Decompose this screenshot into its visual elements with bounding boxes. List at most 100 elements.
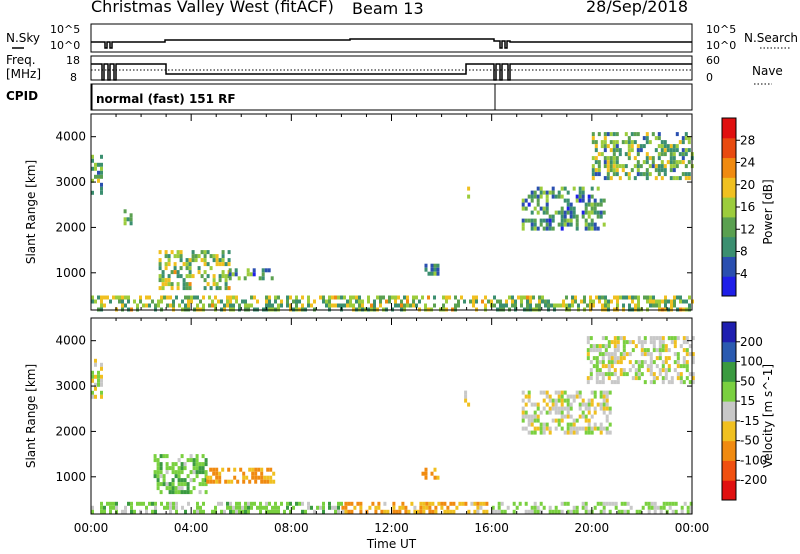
echo-cell [100,182,103,187]
echo-cell [572,214,576,219]
echo-cell [174,462,178,467]
echo-cell [527,394,531,399]
echo-cell [675,160,679,165]
echo-cell [153,458,157,463]
echo-cell [169,509,172,514]
echo-cell [684,172,688,177]
echo-cell [592,356,596,361]
echo-cell [645,132,649,137]
echo-cell [473,509,477,514]
echo-cell [675,132,679,137]
echo-cell [250,505,253,510]
echo-cell [436,475,440,480]
echo-cell [566,394,570,399]
echo-cell [151,501,154,506]
echo-cell [670,303,673,308]
echo-cell [597,160,601,165]
echo-cell [610,364,614,369]
echo-cell [613,352,617,357]
echo-cell [199,505,202,510]
echo-cell [500,509,504,514]
echo-cell [613,348,617,353]
echo-cell [645,140,649,145]
echo-cell [388,295,391,300]
echo-cell [681,152,685,157]
x-tick-label: 04:00 [174,521,209,535]
echo-cell [434,509,438,514]
echo-cell [100,162,103,167]
echo-cell [580,299,583,304]
echo-cell [583,295,586,300]
echo-cell [602,394,606,399]
echo-cell [145,303,148,308]
echo-cell [599,430,603,435]
echo-cell [609,176,613,181]
echo-cell [613,360,617,365]
echo-cell [612,172,616,177]
echo-cell [521,206,525,211]
echo-cell [627,152,631,157]
echo-cell [292,299,295,304]
echo-cell [655,348,659,353]
echo-cell [347,509,351,514]
echo-cell [169,295,172,300]
echo-cell [139,295,142,300]
echo-cell [337,505,340,510]
echo-cell [164,262,168,267]
echo-cell [527,202,531,207]
echo-cell [608,422,612,427]
echo-cell [520,295,523,300]
x-axis-label: Time UT [366,537,417,551]
echo-cell [239,467,243,472]
echo-cell [672,148,676,153]
echo-cell [642,172,646,177]
echo-cell [418,299,421,304]
echo-cell [176,254,180,259]
echo-cell [307,303,310,308]
echo-cell [600,144,604,149]
echo-cell [660,140,664,145]
echo-cell [646,299,649,304]
echo-cell [645,136,649,141]
echo-cell [248,467,252,472]
echo-cell [664,368,668,373]
echo-cell [533,226,537,231]
echo-cell [560,214,564,219]
echo-cell [628,352,632,357]
echo-cell [683,501,687,506]
echo-cell [616,380,620,385]
echo-cell [536,194,540,199]
echo-cell [499,303,502,308]
echo-cell [622,303,625,308]
echo-cell [410,501,414,506]
echo-cell [424,267,428,272]
echo-cell [214,303,217,308]
echo-cell [664,295,667,300]
echo-cell [672,164,676,169]
echo-cell [194,254,198,259]
echo-cell [625,352,629,357]
echo-cell [653,501,657,506]
echo-cell [521,418,525,423]
echo-cell [678,140,682,145]
echo-cell [91,166,94,171]
echo-cell [157,303,160,308]
echo-cell [689,505,693,510]
echo-cell [157,299,160,304]
echo-cell [652,344,656,349]
echo-cell [436,271,440,276]
echo-cell [368,505,372,510]
echo-cell [587,226,591,231]
echo-cell [539,206,543,211]
echo-cell [538,295,541,300]
echo-cell [185,258,189,263]
echo-cell [170,286,174,291]
echo-cell [272,479,276,484]
echo-cell [618,152,622,157]
echo-cell [307,505,310,510]
echo-cell [658,368,662,373]
echo-cell [615,160,619,165]
echo-cell [581,190,585,195]
echo-cell [182,286,186,291]
echo-cell [547,299,550,304]
